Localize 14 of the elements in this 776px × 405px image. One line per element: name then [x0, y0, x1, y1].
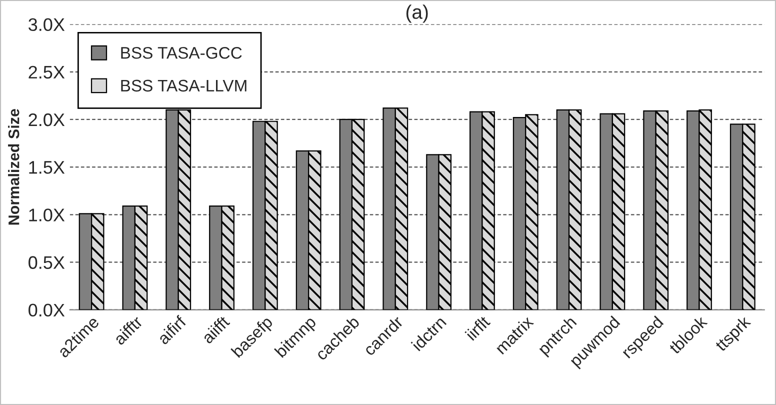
y-tick-label: 0.5X — [28, 256, 65, 269]
y-tick-label: 0.0X — [28, 304, 65, 317]
x-tick-label: aifftr — [112, 314, 144, 346]
x-tick-label: aiifft — [200, 314, 230, 344]
y-tick-label: 1.0X — [29, 208, 65, 222]
y-axis-title: Normalized Size — [8, 109, 20, 225]
y-tick-label: 2.5X — [28, 66, 65, 79]
y-tick-label: 1.5X — [29, 161, 65, 174]
legend-label: BSS TASA-LLVM — [121, 80, 246, 92]
x-tick-label: iirflt — [464, 314, 491, 341]
y-tick-label: 3.0X — [28, 18, 65, 32]
chart-title: (a) — [406, 4, 428, 23]
legend-label: BSS TASA-GCC — [121, 46, 242, 59]
y-tick-label: 2.0X — [28, 113, 65, 126]
